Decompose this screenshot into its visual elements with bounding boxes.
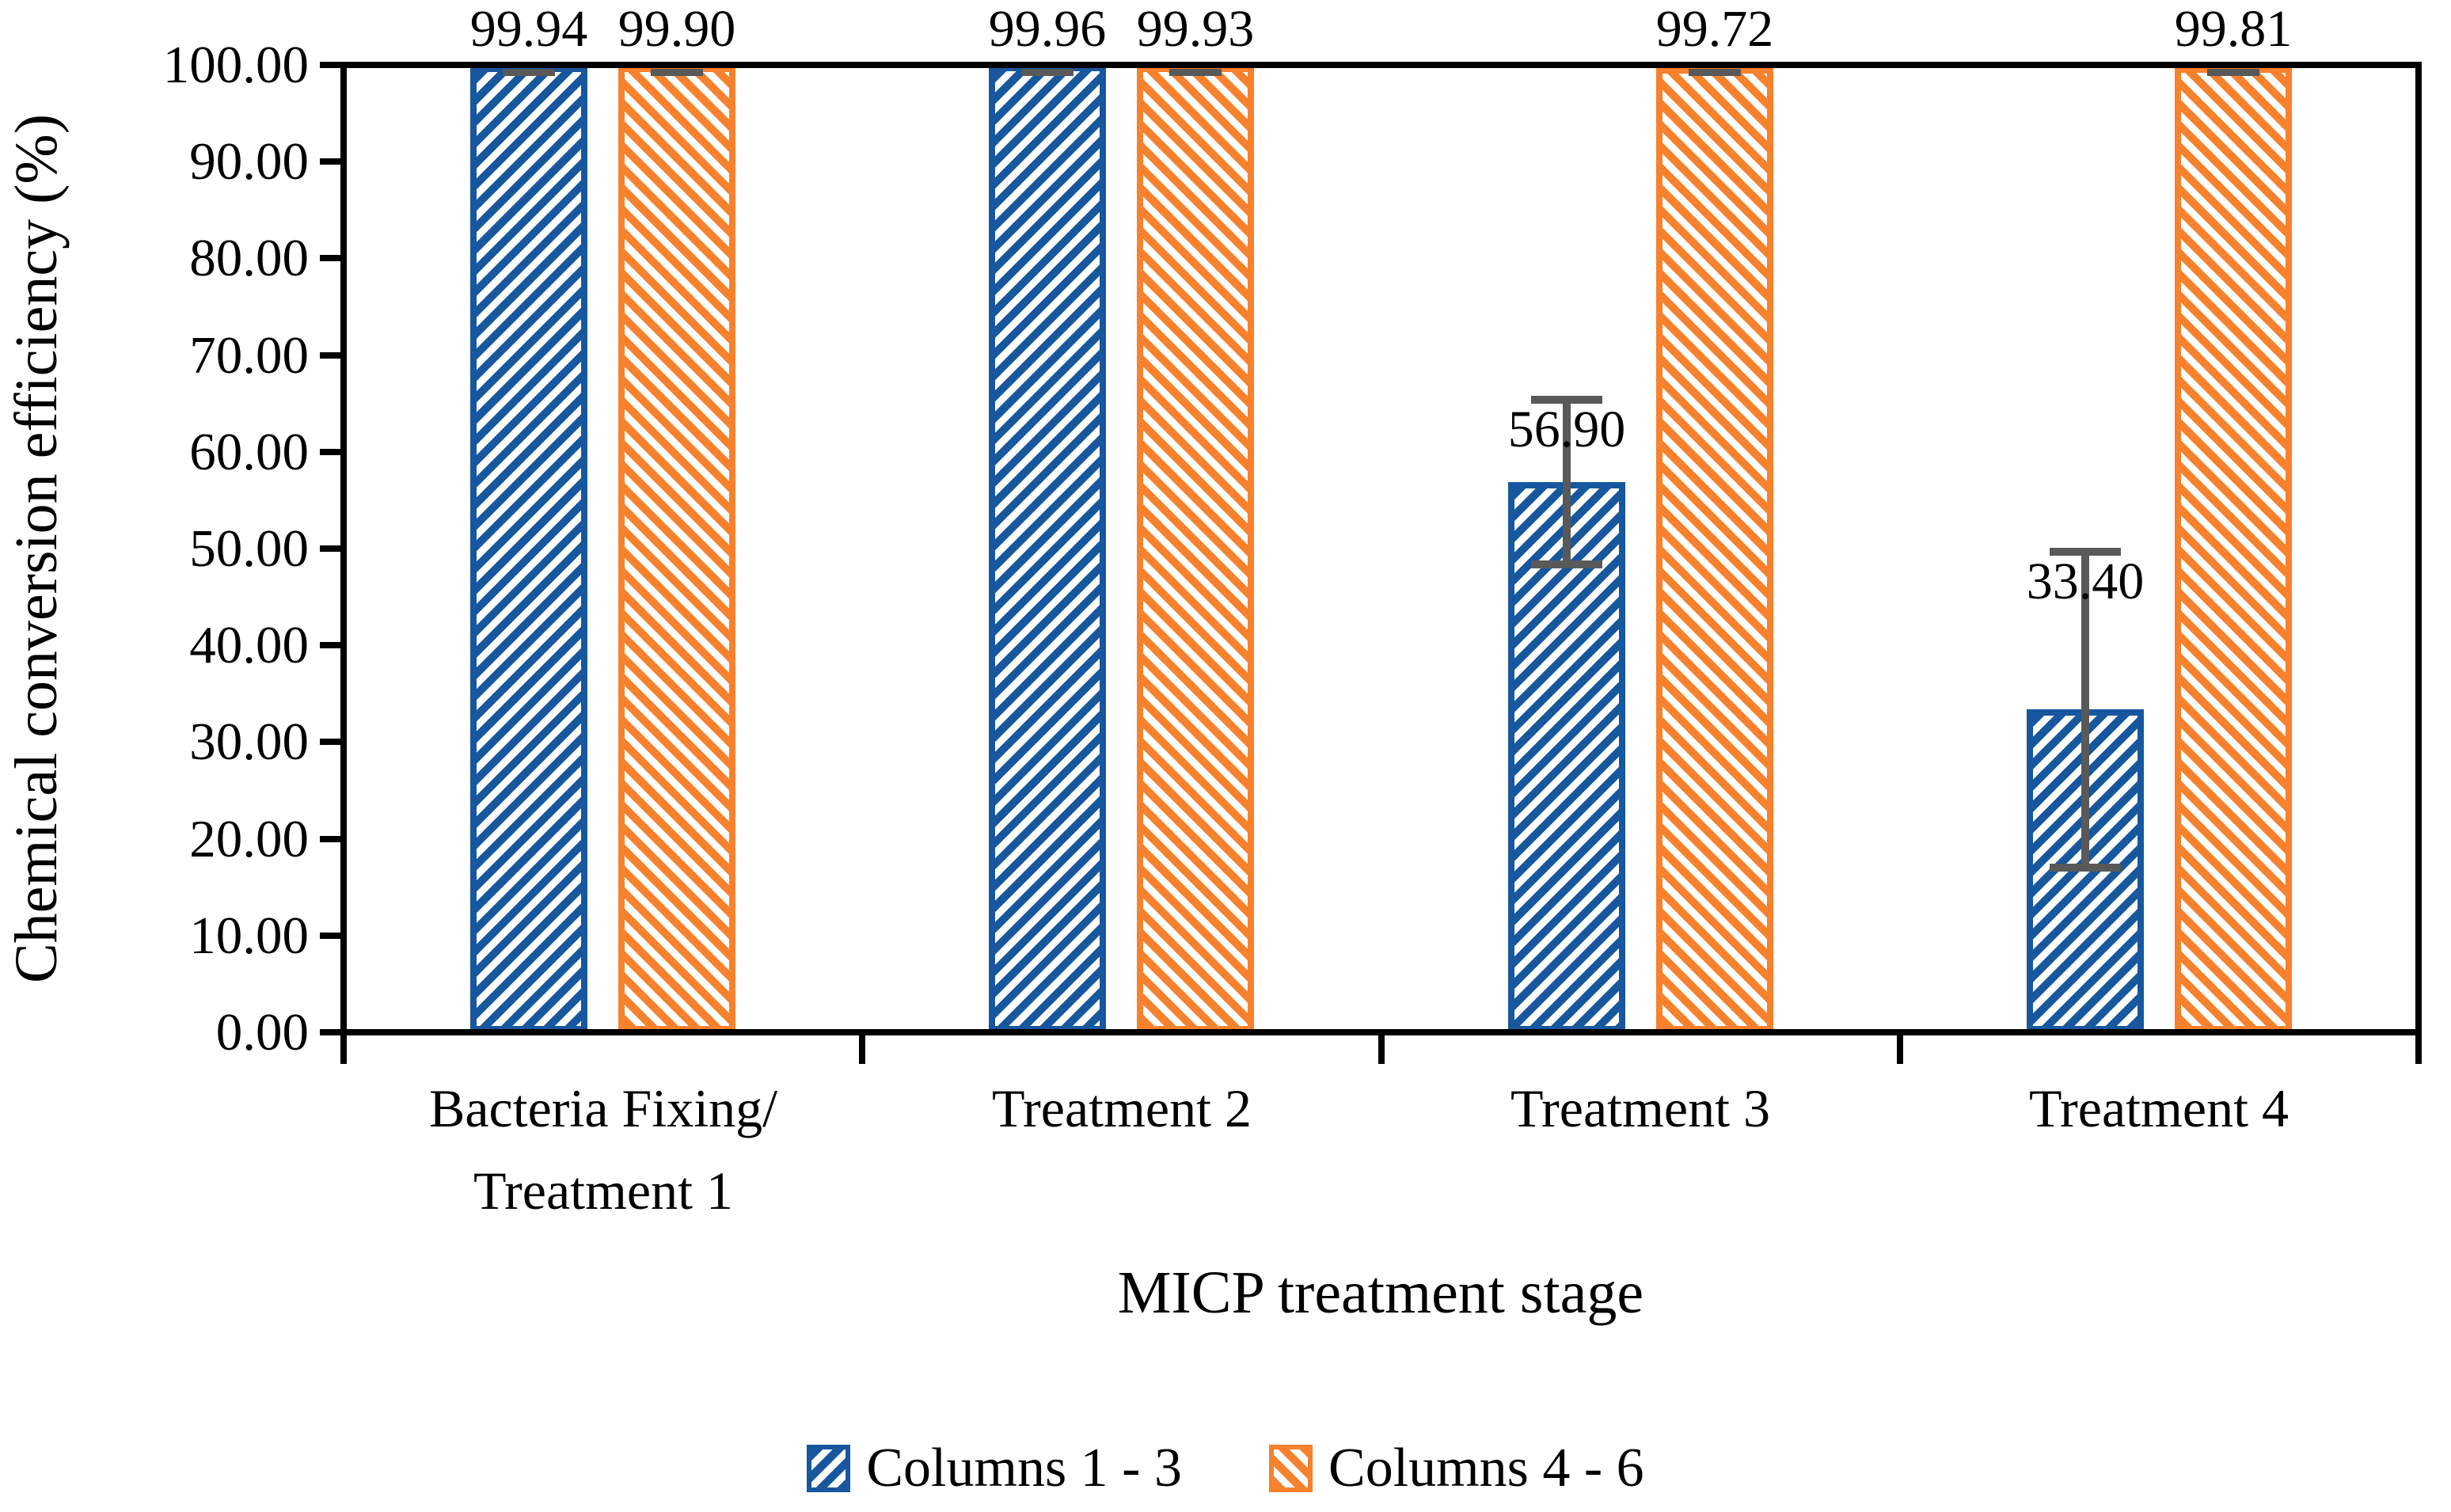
value-label: 56.90: [1507, 401, 1626, 458]
x-axis-tick: [859, 1035, 865, 1064]
y-axis-tick: [320, 352, 340, 359]
y-axis-tick-label: 60.00: [189, 423, 309, 481]
error-bar-line: [2081, 552, 2089, 868]
y-axis-tick: [320, 62, 340, 68]
y-axis-tick: [320, 642, 340, 648]
x-axis-tick: [2415, 1035, 2422, 1064]
value-label: 99.81: [2174, 0, 2293, 58]
plot-border-right: [2415, 62, 2422, 1064]
bar-columns-4-6-cat2: [1137, 66, 1254, 1032]
y-axis-tick: [320, 545, 340, 552]
y-axis-tick-label: 100.00: [162, 36, 309, 94]
y-axis-tick-label: 70.00: [189, 326, 309, 385]
legend-label-columns-1-3: Columns 1 - 3: [866, 1438, 1182, 1499]
error-bar-cap-bottom: [2050, 864, 2121, 872]
error-bar-cap-top: [1531, 396, 1602, 404]
y-axis-tick: [320, 255, 340, 261]
y-axis-tick-label: 0.00: [215, 1003, 309, 1062]
category-label: Treatment 2: [991, 1078, 1252, 1138]
error-bar-cap: [1021, 69, 1074, 76]
y-axis-tick-label: 80.00: [189, 229, 309, 287]
value-label: 99.93: [1136, 0, 1255, 58]
legend-swatch-columns-4-6: [1269, 1445, 1313, 1492]
y-axis-tick-label: 20.00: [189, 810, 309, 868]
error-bar-cap: [1169, 69, 1222, 76]
y-axis-tick: [320, 933, 340, 939]
legend-label-columns-4-6: Columns 4 - 6: [1328, 1438, 1644, 1499]
x-axis-tick: [1378, 1035, 1385, 1064]
value-label: 99.96: [988, 0, 1107, 58]
y-axis-tick-label: 40.00: [189, 616, 309, 674]
y-axis-tick: [320, 158, 340, 165]
legend-swatch-columns-1-3: [807, 1445, 851, 1492]
error-bar-cap: [503, 69, 555, 76]
error-bar-cap-bottom: [1531, 560, 1602, 568]
value-label: 99.72: [1655, 0, 1774, 58]
value-label: 99.94: [469, 0, 588, 58]
value-label: 99.90: [618, 0, 736, 58]
y-axis-tick: [320, 739, 340, 745]
bar-columns-1-3-cat2: [989, 65, 1106, 1032]
bar-columns-4-6-cat4: [2175, 66, 2292, 1032]
y-axis-tick-label: 10.00: [189, 906, 309, 965]
legend-item-columns-4-6: Columns 4 - 6: [1269, 1439, 1644, 1498]
x-axis-title: MICP treatment stage: [1117, 1259, 1644, 1326]
y-axis-tick: [320, 449, 340, 455]
error-bar-cap: [1689, 69, 1741, 76]
x-axis-tick: [1897, 1035, 1903, 1064]
category-label: Treatment 3: [1510, 1078, 1770, 1138]
y-axis-tick: [320, 836, 340, 842]
y-axis-tick-label: 30.00: [189, 712, 309, 771]
plot-border-top: [340, 62, 2422, 68]
value-label: 33.40: [2026, 553, 2145, 610]
y-axis-tick-label: 90.00: [189, 132, 309, 191]
x-axis-tick: [340, 1035, 347, 1064]
plot-border-bottom: [340, 1029, 2422, 1035]
category-label: Bacteria Fixing/ Treatment 1: [428, 1078, 777, 1221]
error-bar-cap: [651, 69, 703, 76]
error-bar-cap-top: [2050, 548, 2121, 556]
bar-columns-4-6-cat1: [618, 66, 735, 1032]
y-axis-tick-label: 50.00: [189, 519, 309, 578]
plot-border-left: [340, 62, 347, 1035]
bar-columns-1-3-cat1: [470, 66, 587, 1032]
error-bar-cap: [2207, 69, 2259, 76]
y-axis-tick: [320, 1029, 340, 1035]
legend: Columns 1 - 3 Columns 4 - 6: [0, 1439, 2451, 1498]
legend-item-columns-1-3: Columns 1 - 3: [807, 1439, 1182, 1498]
error-bar-line: [1563, 400, 1571, 564]
bar-columns-4-6-cat3: [1656, 67, 1773, 1032]
category-label: Treatment 4: [2028, 1078, 2289, 1138]
